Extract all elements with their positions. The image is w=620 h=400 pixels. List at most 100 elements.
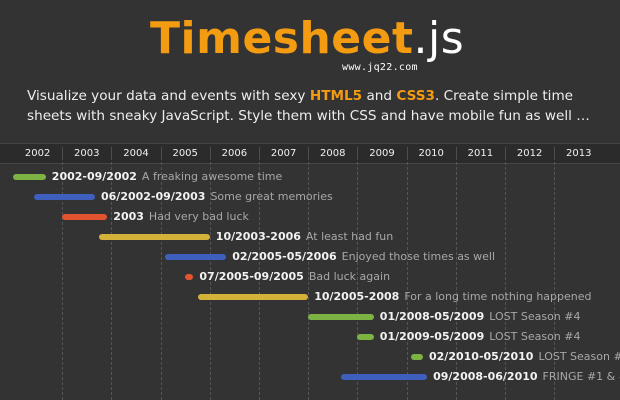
entry-date: 10/2005-2008 [314,290,400,303]
year-separator [357,147,359,160]
year-gridline [62,162,64,400]
entry-description: At least had fun [305,230,394,243]
timeline-bar[interactable] [410,354,423,360]
timeline-bar[interactable] [197,294,309,300]
year-separator [505,147,506,160]
timesheet-row: 01/2008-05/2009 LOST Season #4 [0,307,620,327]
year-gridline [357,162,359,400]
year-label: 2010 [418,148,444,159]
year-label: 2013 [566,148,592,159]
entry-description: Some great memories [210,190,333,203]
tagline-and: and [362,88,397,104]
entry-date: 09/2008-06/2010 [433,370,538,383]
timeline-label: 07/2005-09/2005 Bad luck again [199,269,390,285]
entry-date: 06/2002-09/2003 [101,190,206,203]
entry-date: 2002-09/2002 [51,170,137,183]
entry-description: LOST Season #4 [489,330,581,343]
year-separator [406,147,408,160]
year-label: 2002 [24,148,51,159]
timeline-bar[interactable] [99,234,210,240]
timesheet-row: 06/2002-09/2003 Some great memories [0,187,620,207]
timeline-bar[interactable] [33,194,95,200]
timeline-bar[interactable] [308,314,374,320]
year-gridline [308,162,310,400]
year-gridline [554,162,556,400]
logo-extension-text: .js [413,13,465,64]
timesheet-row: 10/2003-2006 At least had fun [0,227,620,247]
timeline-label: 01/2009-05/2009 LOST Season #4 [380,329,581,345]
logo: Timesheet.js [150,10,464,68]
year-gridline [505,162,506,400]
timeline-label: 01/2008-05/2009 LOST Season #4 [380,309,581,325]
timeline-label: 09/2008-06/2010 FRINGE #1 & #2 [433,369,620,385]
timeline-label: 2003 Had very bad luck [113,209,249,225]
year-label: 2011 [467,148,494,159]
timeline-bar[interactable] [185,274,194,280]
tagline-html5-highlight: HTML5 [309,88,363,104]
year-gridline [455,162,457,400]
entry-description: For a long time nothing happened [404,290,592,303]
timeline-bar[interactable] [357,334,374,340]
timeline-label: 06/2002-09/2003 Some great memories [101,189,333,205]
timeline-label: 10/2003-2006 At least had fun [216,229,393,245]
timeline-label: 2002-09/2002 A freaking awesome time [52,169,282,185]
timesheet-row: 10/2005-2008 For a long time nothing happ… [0,287,620,307]
entry-description: Bad luck again [308,270,391,283]
year-gridline [111,162,113,400]
timeline-label: 10/2005-2008 For a long time nothing happ… [314,289,591,305]
entry-description: Enjoyed those times as well [341,250,496,263]
timesheet: 2002 2003 2004 2005 2006 2007 2008 2009 2010 2011… [0,143,620,400]
year-gridline [160,162,162,400]
year-separator [62,147,64,160]
year-gridline [406,162,408,400]
year-label: 2009 [369,148,395,159]
year-header: 2002 2003 2004 2005 2006 2007 2008 2009 2010 2011… [0,143,620,164]
timesheet-row: 02/2010-05/2010 LOST Season #5 [0,347,620,367]
timesheet-row: 02/2005-05/2006 Enjoyed those times as we… [0,247,620,267]
timesheet-row: 01/2009-05/2009 LOST Season #4 [0,327,620,347]
timesheet-row: 07/2005-09/2005 Bad luck again [0,267,620,287]
year-label: 2012 [516,148,543,159]
tagline-part-2: . Create simple time sheets with sneaky … [27,88,590,124]
entry-date: 07/2005-09/2005 [199,270,304,283]
timesheet-row: 09/2008-06/2010 FRINGE #1 & #2 [0,367,620,387]
timesheet-row: 2002-09/2002 A freaking awesome time [0,167,620,187]
tagline: Visualize your data and events with sexy… [27,86,607,126]
timeline-bar[interactable] [341,374,428,380]
year-separator [455,147,457,160]
entry-date: 10/2003-2006 [215,230,301,243]
timeline-bar[interactable] [62,214,108,220]
entry-date: 01/2008-05/2009 [379,310,485,323]
logo-main-text: Timesheet [150,13,414,64]
year-label: 2005 [172,148,198,159]
tagline-css3-highlight: CSS3 [396,88,436,104]
entry-date: 02/2005-05/2006 [232,250,337,263]
entry-description: LOST Season #5 [538,350,620,363]
year-label: 2007 [270,148,297,159]
year-gridline [209,162,211,400]
timeline-label: 02/2010-05/2010 LOST Season #5 [429,349,620,365]
header: Timesheet.js www.jq22.com Visualize your… [0,0,620,140]
entry-description: FRINGE #1 & #2 [542,370,620,383]
year-separator [111,147,113,160]
year-gridline [259,162,260,400]
timeline-bar[interactable] [164,254,227,260]
year-separator [160,147,162,160]
entry-description: Had very bad luck [148,210,249,223]
year-label: 2006 [221,148,248,159]
entry-description: A freaking awesome time [141,170,283,183]
watermark: www.jq22.com [342,62,418,73]
year-separator [554,147,556,160]
entry-date: 01/2009-05/2009 [379,330,485,343]
year-separator [259,147,260,160]
year-separator [308,147,310,160]
timeline-label: 02/2005-05/2006 Enjoyed those times as we… [232,249,495,265]
tagline-part-1: Visualize your data and events with sexy [27,88,310,104]
entry-date: 2003 [113,210,144,223]
year-label: 2008 [320,148,346,159]
timesheet-row: 2003 Had very bad luck [0,207,620,227]
year-label: 2003 [74,148,100,159]
timeline-bar[interactable] [13,174,46,180]
entry-description: LOST Season #4 [489,310,581,323]
year-separator [209,147,211,160]
